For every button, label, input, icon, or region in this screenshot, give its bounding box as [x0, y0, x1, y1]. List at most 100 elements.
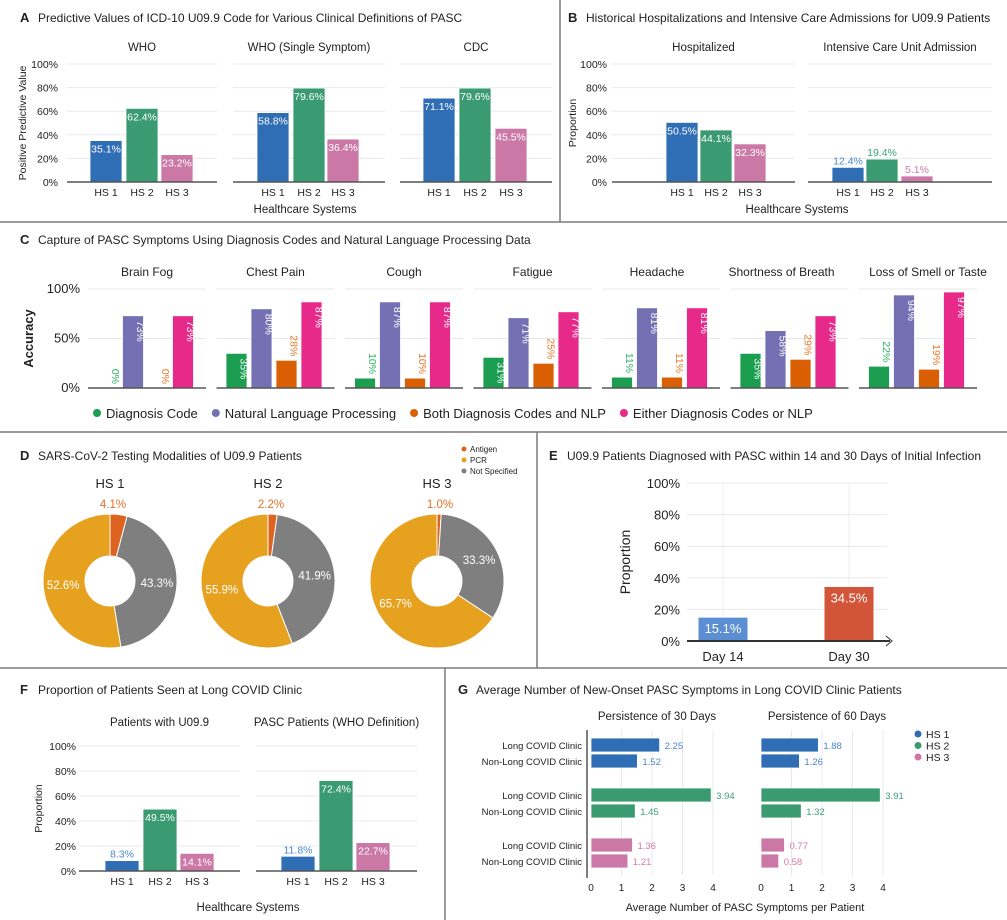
data-label: 19.4%: [867, 147, 897, 159]
bar: [868, 365, 890, 389]
bar: [590, 837, 633, 853]
y-axis-label: Proportion: [567, 99, 579, 148]
bar: [256, 112, 290, 183]
data-label: 71%: [520, 323, 532, 344]
x-tick-label: 2: [819, 883, 825, 894]
legend-label: PCR: [470, 456, 487, 465]
data-label: 28%: [288, 335, 300, 356]
data-label: 81%: [648, 313, 660, 334]
pie-slice: [113, 515, 178, 648]
data-label: 10%: [366, 353, 378, 374]
x-tick-label: 4: [880, 883, 886, 894]
x-tick-label: 1: [789, 883, 795, 894]
panel-letter: F: [20, 682, 28, 697]
subplot-title: WHO: [128, 42, 156, 54]
legend-label: HS 3: [926, 752, 950, 764]
pie-label: 2.2%: [258, 499, 284, 511]
bar: [160, 154, 194, 183]
y-axis-label: Accuracy: [21, 308, 36, 367]
legend-label: Not Specified: [470, 467, 518, 476]
y-tick-label: 60%: [654, 539, 680, 554]
y-tick-label: 100%: [580, 59, 607, 71]
legend-marker: [914, 742, 922, 749]
data-label: 73%: [184, 321, 196, 342]
data-label: 31%: [495, 362, 507, 383]
legend-label: Natural Language Processing: [225, 406, 396, 421]
data-label: 94%: [905, 300, 917, 321]
bar: [590, 737, 661, 753]
subplot-title: Hospitalized: [672, 42, 735, 54]
subplot-title: Intensive Care Unit Admission: [823, 42, 976, 54]
bar: [104, 860, 140, 872]
data-label: 1.36: [637, 841, 656, 852]
y-tick-label: 0%: [661, 634, 680, 649]
data-label: 3.91: [885, 791, 904, 802]
data-label: 62.4%: [127, 111, 157, 123]
x-tick-label: HS 3: [738, 187, 762, 199]
legend-label: Both Diagnosis Codes and NLP: [423, 406, 606, 421]
pie-slice: [270, 514, 336, 645]
y-tick-label: 80%: [55, 766, 76, 778]
x-tick-label: HS 3: [361, 876, 385, 888]
legend-label: HS 1: [926, 729, 950, 741]
row-label: Long COVID Clinic: [502, 741, 582, 752]
x-tick-label: Day 14: [702, 649, 743, 664]
x-tick-label: 4: [710, 883, 716, 894]
bar: [760, 753, 800, 769]
x-tick-label: 3: [850, 883, 856, 894]
bar: [404, 377, 426, 389]
data-label: 19%: [930, 344, 942, 365]
subplot-title: Chest Pain: [246, 265, 305, 279]
data-label: 15.1%: [705, 621, 742, 636]
bar: [760, 737, 819, 753]
data-label: 1.26: [804, 757, 823, 768]
y-tick-label: 0%: [43, 177, 58, 189]
x-tick-label: HS 1: [286, 876, 310, 888]
pie-title: HS 3: [423, 476, 452, 491]
y-tick-label: 20%: [654, 602, 680, 617]
x-tick-label: HS 2: [324, 876, 348, 888]
y-tick-label: 80%: [37, 83, 58, 95]
legend-label: Either Diagnosis Codes or NLP: [633, 406, 813, 421]
pie-label: 4.1%: [100, 499, 126, 511]
data-label: 44.1%: [701, 133, 731, 145]
bar: [661, 376, 683, 389]
row-label: Non-Long COVID Clinic: [482, 857, 583, 868]
panel-title: Capture of PASC Symptoms Using Diagnosis…: [38, 233, 531, 247]
x-tick-label: HS 1: [94, 187, 118, 199]
bar: [318, 780, 354, 872]
bar: [590, 753, 638, 769]
y-tick-label: 50%: [54, 331, 80, 346]
legend-marker: [410, 409, 419, 417]
y-tick-label: 40%: [55, 816, 76, 828]
data-label: 1.32: [806, 807, 825, 818]
pie-label: 65.7%: [379, 598, 412, 610]
data-label: 35%: [752, 358, 764, 379]
data-label: 12.4%: [833, 155, 863, 167]
pie-label: 33.3%: [463, 555, 496, 567]
x-tick-label: HS 1: [261, 187, 285, 199]
x-tick-label: HS 1: [670, 187, 694, 199]
bar: [89, 140, 123, 183]
pie-slice: [369, 513, 494, 649]
x-tick-label: HS 3: [185, 876, 209, 888]
bar: [699, 129, 733, 183]
subplot-title: Persistence of 60 Days: [768, 711, 887, 723]
bar: [354, 377, 376, 389]
x-axis-label: Healthcare Systems: [254, 204, 357, 216]
x-tick-label: HS 2: [297, 187, 321, 199]
bar: [900, 175, 934, 183]
x-axis-label: Healthcare Systems: [746, 204, 849, 216]
subplot-title: Brain Fog: [121, 265, 173, 279]
y-tick-label: 100%: [47, 281, 81, 296]
bar: [590, 787, 712, 803]
bar: [789, 358, 812, 389]
data-label: 73%: [827, 321, 839, 342]
x-tick-label: HS 3: [165, 187, 189, 199]
panel-letter: B: [568, 10, 577, 25]
bar: [125, 107, 159, 183]
panel-title: U09.9 Patients Diagnosed with PASC withi…: [567, 449, 981, 463]
x-tick-label: HS 2: [463, 187, 487, 199]
legend-marker: [619, 409, 628, 417]
